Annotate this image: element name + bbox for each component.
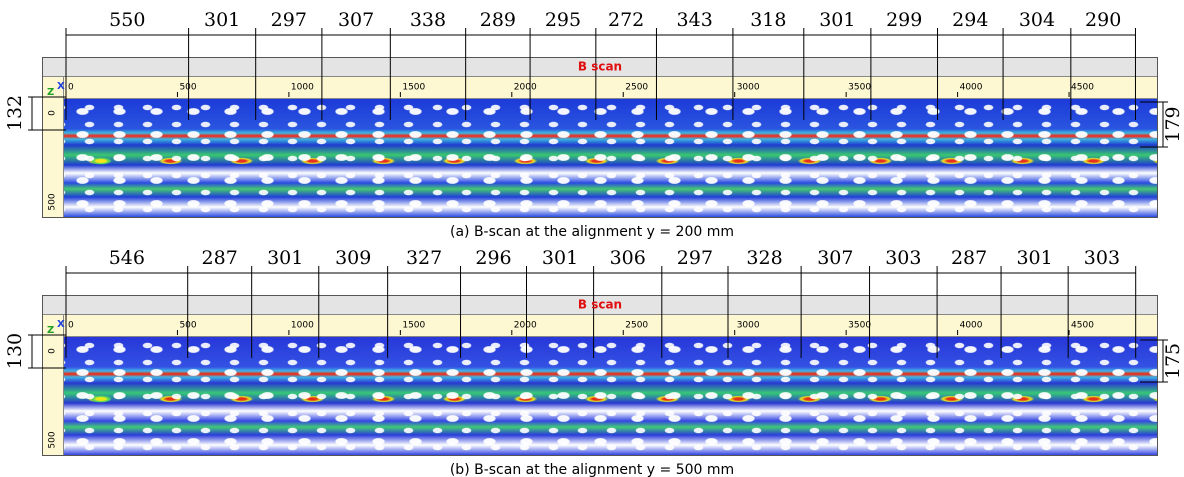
- caption: (a) B-scan at the alignment y = 200 mm: [450, 224, 734, 240]
- axis-label: 0: [68, 321, 74, 331]
- spacing-label: 338: [410, 9, 446, 31]
- axis-label: 2500: [625, 83, 648, 93]
- axis-label: 2000: [514, 321, 537, 331]
- annotations: 550 301 297 307 338 289 295 272 343 318 301 299 294 3…: [0, 0, 1184, 477]
- scan-title: B scan: [578, 60, 622, 74]
- axis-label: 500: [179, 321, 196, 331]
- axis-label: 1500: [402, 83, 425, 93]
- spacing-label: 307: [817, 247, 853, 269]
- spacing-label: 301: [267, 247, 303, 269]
- caption: (b) B-scan at the alignment y = 500 mm: [450, 462, 734, 477]
- spacing-label: 289: [480, 9, 516, 31]
- spacing-label: 287: [202, 247, 238, 269]
- spacing-label: 301: [542, 247, 578, 269]
- spacing-label: 546: [109, 247, 145, 269]
- left-dimension: 130: [4, 333, 26, 369]
- spacing-label: 327: [406, 247, 442, 269]
- spacing-label: 272: [608, 9, 644, 31]
- axis-letter: X: [57, 81, 65, 92]
- axis-letter: X: [57, 319, 65, 330]
- spacing-label: 303: [885, 247, 921, 269]
- spacing-label: 295: [545, 9, 581, 31]
- page: 550 301 297 307 338 289 295 272 343 318 301 299 294 3…: [0, 0, 1184, 477]
- spacing-label: 294: [952, 9, 988, 31]
- left-dimension: 132: [4, 95, 26, 131]
- axis-label: 1000: [291, 83, 314, 93]
- axis-label: 1000: [291, 321, 314, 331]
- spacing-label: 304: [1019, 9, 1055, 31]
- axis-label: 3500: [848, 83, 871, 93]
- spacing-label: 287: [951, 247, 987, 269]
- right-dimension: 179: [1162, 106, 1184, 142]
- scan-title: B scan: [578, 298, 622, 312]
- spacing-label: 328: [746, 247, 782, 269]
- spacing-label: 318: [750, 9, 786, 31]
- spacing-label: 343: [677, 9, 713, 31]
- depth-label: 0: [48, 110, 58, 116]
- spacing-label: 301: [1016, 247, 1052, 269]
- spacing-label: 296: [475, 247, 511, 269]
- right-dimension: 175: [1162, 343, 1184, 379]
- spacing-label: 301: [819, 9, 855, 31]
- spacing-label: 297: [271, 9, 307, 31]
- axis-label: 0: [68, 83, 74, 93]
- axis-label: 3500: [848, 321, 871, 331]
- axis-label: 4000: [960, 83, 983, 93]
- spacing-label: 303: [1084, 247, 1120, 269]
- axis-label: 2500: [625, 321, 648, 331]
- spacing-label: 297: [677, 247, 713, 269]
- axis-label: 4500: [1071, 83, 1094, 93]
- spacing-label: 301: [204, 9, 240, 31]
- spacing-label: 290: [1085, 9, 1121, 31]
- axis-label: 1500: [402, 321, 425, 331]
- depth-label: 0: [48, 348, 58, 354]
- depth-label: 500: [48, 431, 58, 448]
- spacing-label: 307: [338, 9, 374, 31]
- axis-label: 4500: [1071, 321, 1094, 331]
- depth-label: 500: [48, 193, 58, 210]
- spacing-label: 306: [610, 247, 646, 269]
- axis-letter: Z: [47, 87, 54, 98]
- axis-label: 500: [179, 83, 196, 93]
- spacing-label: 299: [886, 9, 922, 31]
- spacing-label: 550: [109, 9, 145, 31]
- axis-label: 2000: [514, 83, 537, 93]
- axis-label: 3000: [737, 83, 760, 93]
- axis-label: 3000: [737, 321, 760, 331]
- axis-label: 4000: [960, 321, 983, 331]
- spacing-label: 309: [335, 247, 371, 269]
- axis-letter: Z: [47, 325, 54, 336]
